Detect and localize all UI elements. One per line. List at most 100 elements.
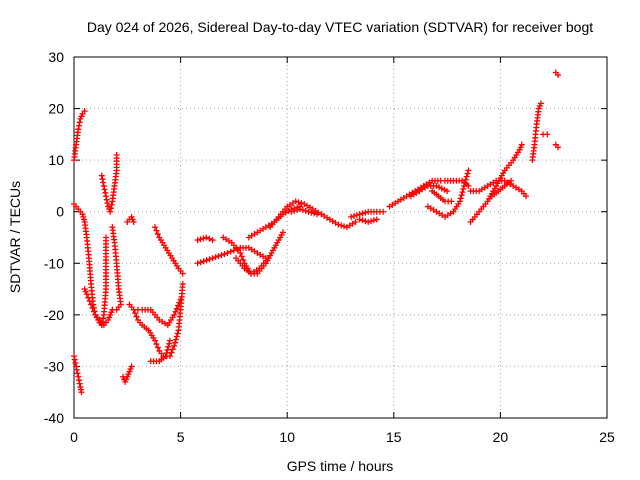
y-tick-label: -20 [44,307,64,323]
data-point [98,322,105,329]
data-point [100,179,107,186]
data-point [238,253,245,260]
data-point [224,249,231,256]
data-point [433,182,440,189]
data-point [311,210,318,217]
series-arc-10 [134,296,184,329]
data-point [163,350,170,357]
data-point [172,308,179,315]
data-point [152,224,159,231]
data-point [162,353,169,360]
data-point [153,341,160,348]
data-point [175,302,182,309]
data-point [166,337,173,344]
x-tick-label: 15 [386,429,402,445]
data-point [218,252,225,259]
data-point [100,182,107,189]
y-tick-label: 10 [48,152,64,168]
data-point [164,346,171,353]
data-point [71,356,78,363]
data-point [102,234,109,241]
data-point [203,257,210,264]
data-point [197,236,204,243]
data-point [107,208,114,215]
data-point [365,219,372,226]
data-point [86,298,93,305]
data-point [176,299,183,306]
data-point [102,193,109,200]
data-point [104,200,111,207]
data-point [85,294,92,301]
data-point [75,122,82,129]
data-point [537,100,544,107]
series-arc-28 [467,141,525,226]
data-point [71,353,77,360]
data-point [206,256,213,263]
data-point [522,193,529,200]
data-point [359,210,366,217]
data-point [554,72,561,79]
plot-frame [73,56,608,419]
series-arc-31 [540,131,551,138]
data-point [288,208,295,215]
data-point [348,213,355,220]
series-arc-25 [429,188,455,205]
data-point [221,251,228,258]
data-point [212,254,219,261]
series-arc-1 [71,108,88,164]
data-point [265,255,272,262]
data-point [370,217,377,224]
data-point [299,206,306,213]
x-axis-label: GPS time / hours [287,458,394,474]
data-points [71,69,561,396]
data-point [133,313,140,320]
data-point [130,219,137,226]
series-arc-14 [194,244,269,267]
series-arc-18 [267,198,359,231]
data-point [107,205,114,212]
data-point [448,198,455,205]
series-arc-30 [529,100,544,164]
data-point [240,256,247,263]
y-tick-label: -30 [44,358,64,374]
data-point [209,237,216,244]
series-arc-9 [126,280,186,360]
data-point [194,237,201,244]
data-point [103,196,110,203]
data-point [113,306,120,313]
data-point [100,315,107,322]
data-point [305,208,312,215]
y-tick-label: 0 [56,204,64,220]
data-point [302,207,309,214]
data-point [200,235,207,242]
data-point [154,344,161,351]
data-point [98,172,105,179]
data-point [465,167,472,174]
data-point [78,389,85,396]
series-arc-11 [152,224,186,277]
data-point [368,218,375,225]
series-arc-33 [552,141,561,151]
data-point [296,206,303,213]
data-point [291,207,298,214]
data-point [380,208,387,215]
data-point [279,229,286,236]
data-point [101,186,108,193]
data-point [314,211,321,218]
data-point [108,201,115,208]
data-point [90,308,97,315]
data-point [197,259,204,266]
data-point [206,235,213,242]
data-point [341,223,348,230]
data-point [441,186,448,193]
data-point [200,258,207,265]
data-point [459,189,466,196]
data-point [173,333,180,340]
series-arc-29 [488,177,515,200]
y-tick-label: -40 [44,410,64,426]
series-arc-5 [98,151,120,215]
data-point [359,217,366,224]
data-point [75,126,82,133]
series-arc-26 [441,177,472,189]
data-point [294,206,301,213]
